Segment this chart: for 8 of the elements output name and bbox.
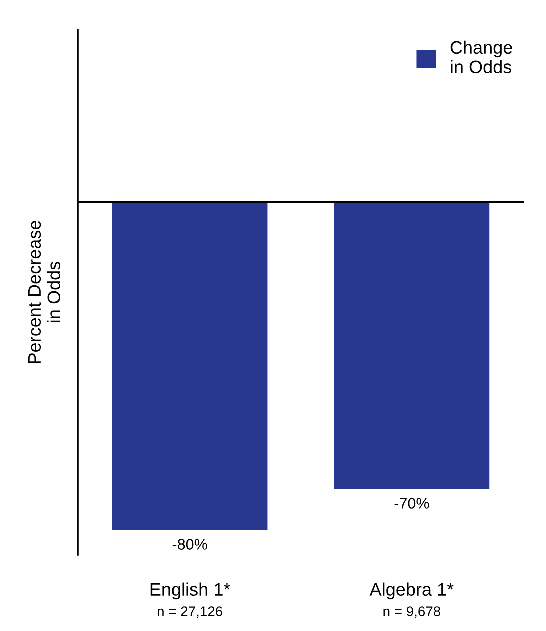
data-label: -80%	[172, 539, 208, 550]
x-tick-label: Algebra 1*	[370, 582, 454, 600]
text: n = 9,678	[384, 606, 440, 618]
data-label: -70%	[394, 498, 430, 509]
y-axis-title: Percent Decrease in Odds	[28, 221, 61, 364]
x-tick-label: English 1*	[150, 582, 230, 600]
text: n = 27,126	[158, 606, 222, 618]
legend-label: Change in Odds	[450, 40, 512, 74]
